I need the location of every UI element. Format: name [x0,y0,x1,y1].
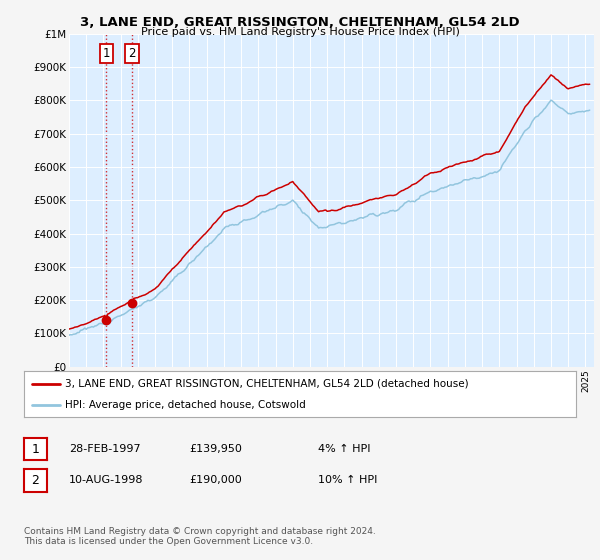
Text: 4% ↑ HPI: 4% ↑ HPI [318,444,371,454]
Text: 2: 2 [31,474,40,487]
Text: 3, LANE END, GREAT RISSINGTON, CHELTENHAM, GL54 2LD: 3, LANE END, GREAT RISSINGTON, CHELTENHA… [80,16,520,29]
Text: 1: 1 [31,442,40,456]
Text: 10-AUG-1998: 10-AUG-1998 [69,475,143,486]
Text: HPI: Average price, detached house, Cotswold: HPI: Average price, detached house, Cots… [65,400,306,410]
Text: £190,000: £190,000 [189,475,242,486]
Text: 10% ↑ HPI: 10% ↑ HPI [318,475,377,486]
Text: Contains HM Land Registry data © Crown copyright and database right 2024.
This d: Contains HM Land Registry data © Crown c… [24,526,376,546]
Text: Price paid vs. HM Land Registry's House Price Index (HPI): Price paid vs. HM Land Registry's House … [140,27,460,37]
Text: £139,950: £139,950 [189,444,242,454]
Text: 3, LANE END, GREAT RISSINGTON, CHELTENHAM, GL54 2LD (detached house): 3, LANE END, GREAT RISSINGTON, CHELTENHA… [65,379,469,389]
Text: 2: 2 [128,47,136,60]
Text: 28-FEB-1997: 28-FEB-1997 [69,444,140,454]
Text: 1: 1 [103,47,110,60]
